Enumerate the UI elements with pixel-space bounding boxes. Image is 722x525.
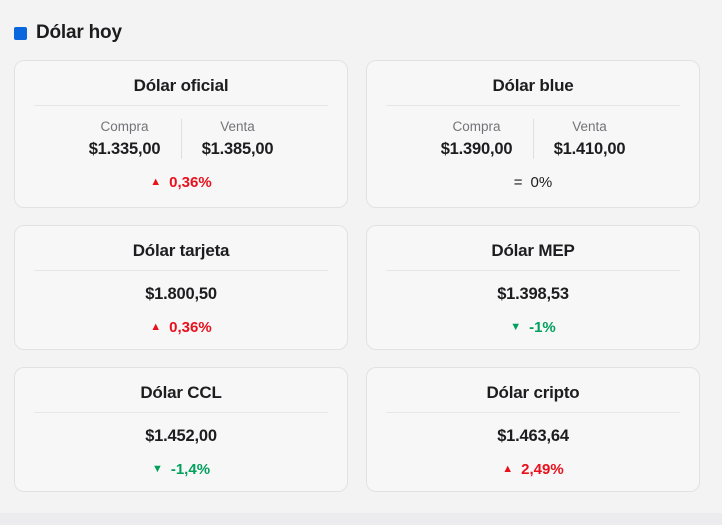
change-indicator: ▲ 0,36% xyxy=(150,318,211,337)
title-separator xyxy=(34,105,328,106)
buy-sell-row: Compra $1.390,00 Venta $1.410,00 xyxy=(421,118,646,160)
title-separator xyxy=(386,270,680,271)
page-title: Dólar hoy xyxy=(36,22,122,43)
rate-card-dolar-ccl[interactable]: Dólar CCL $1.452,00 ▼ -1,4% xyxy=(14,367,348,492)
change-percent: 2,49% xyxy=(521,461,564,478)
card-title: Dólar MEP xyxy=(491,241,575,260)
rate-card-dolar-blue[interactable]: Dólar blue Compra $1.390,00 Venta $1.410… xyxy=(366,60,700,208)
change-indicator: = 0% xyxy=(514,173,552,192)
title-separator xyxy=(34,270,328,271)
buy-column: Compra $1.335,00 xyxy=(69,118,181,160)
sell-label: Venta xyxy=(572,119,607,134)
title-separator xyxy=(34,412,328,413)
accent-square-icon xyxy=(14,26,27,40)
sell-label: Venta xyxy=(220,119,255,134)
rate-card-dolar-mep[interactable]: Dólar MEP $1.398,53 ▼ -1% xyxy=(366,225,700,350)
equals-icon: = xyxy=(513,174,523,191)
card-title: Dólar blue xyxy=(492,76,574,95)
up-triangle-icon: ▲ xyxy=(150,176,162,188)
up-triangle-icon: ▲ xyxy=(502,463,514,475)
title-separator xyxy=(386,105,680,106)
down-triangle-icon: ▼ xyxy=(151,463,163,475)
change-percent: 0,36% xyxy=(169,174,212,191)
sell-value: $1.410,00 xyxy=(553,140,626,158)
sell-column: Venta $1.410,00 xyxy=(534,118,646,160)
rate-card-dolar-oficial[interactable]: Dólar oficial Compra $1.335,00 Venta $1.… xyxy=(14,60,348,208)
rate-card-dolar-cripto[interactable]: Dólar cripto $1.463,64 ▲ 2,49% xyxy=(366,367,700,492)
down-triangle-icon: ▼ xyxy=(510,321,522,333)
buy-sell-row: Compra $1.335,00 Venta $1.385,00 xyxy=(69,118,294,160)
buy-label: Compra xyxy=(452,119,501,134)
card-title: Dólar oficial xyxy=(133,76,229,95)
change-percent: 0% xyxy=(530,174,553,191)
rate-value: $1.800,50 xyxy=(145,285,217,303)
buy-value: $1.390,00 xyxy=(440,140,513,158)
card-title: Dólar tarjeta xyxy=(132,241,230,260)
change-percent: -1,4% xyxy=(170,461,211,478)
change-percent: -1% xyxy=(529,319,556,336)
up-triangle-icon: ▲ xyxy=(150,321,162,333)
rate-value: $1.398,53 xyxy=(497,285,569,303)
widget-header: Dólar hoy xyxy=(0,0,722,47)
buy-column: Compra $1.390,00 xyxy=(421,118,533,160)
change-indicator: ▼ -1,4% xyxy=(152,460,210,479)
buy-value: $1.335,00 xyxy=(88,140,161,158)
card-title: Dólar CCL xyxy=(140,383,222,402)
rate-value: $1.463,64 xyxy=(497,427,569,445)
title-separator xyxy=(386,412,680,413)
change-indicator: ▼ -1% xyxy=(510,318,556,337)
sell-column: Venta $1.385,00 xyxy=(182,118,294,160)
vertical-divider xyxy=(532,119,534,159)
vertical-divider xyxy=(180,119,182,159)
change-indicator: ▲ 2,49% xyxy=(502,460,563,479)
change-percent: 0,36% xyxy=(169,319,212,336)
footer-band xyxy=(0,513,722,525)
change-indicator: ▲ 0,36% xyxy=(150,173,211,192)
rate-card-dolar-tarjeta[interactable]: Dólar tarjeta $1.800,50 ▲ 0,36% xyxy=(14,225,348,350)
rate-value: $1.452,00 xyxy=(145,427,217,445)
sell-value: $1.385,00 xyxy=(201,140,274,158)
card-title: Dólar cripto xyxy=(486,383,580,402)
rates-grid: Dólar oficial Compra $1.335,00 Venta $1.… xyxy=(14,60,700,492)
buy-label: Compra xyxy=(100,119,149,134)
